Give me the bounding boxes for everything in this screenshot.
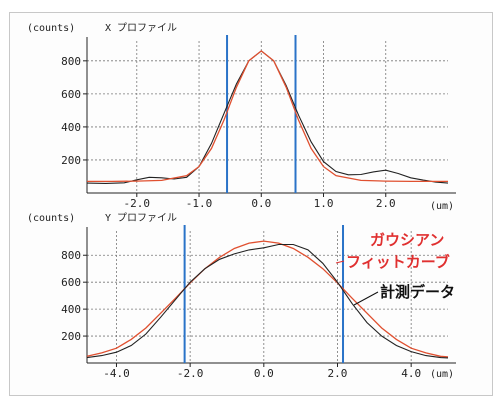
- chart-panel-1: (counts) X プロファイル -2.0 -1.0 0.0 1.0 2.0 200 400 6…: [27, 22, 456, 212]
- x-tick-label: -1.0: [186, 197, 213, 210]
- y-tick-label: 200: [61, 330, 81, 343]
- y-axis-unit-label: (counts): [27, 23, 75, 34]
- chart-panel-2: (counts) Y プロファイル -4.0 -2.0 0.0 2.0 4.0 200 400 6…: [27, 212, 456, 380]
- y-tick-label: 800: [61, 249, 81, 262]
- chart-title: X プロファイル: [105, 22, 177, 34]
- x-tick-label: 2.0: [328, 367, 348, 380]
- y-tick-label: 800: [61, 55, 81, 68]
- series-line-2: [86, 243, 449, 359]
- x-axis-unit-label: (um): [430, 201, 454, 212]
- x-tick-label: -2.0: [124, 197, 151, 210]
- y-tick-label: 200: [61, 154, 81, 167]
- x-tick-label: 1.0: [314, 197, 334, 210]
- figure-frame: (counts) X プロファイル -2.0 -1.0 0.0 1.0 2.0 200 400 6…: [9, 12, 493, 396]
- series-line-2: [87, 50, 448, 183]
- profile-charts: (counts) X プロファイル -2.0 -1.0 0.0 1.0 2.0 200 400 6…: [27, 22, 456, 380]
- gaussian-fit-label-line2: フィットカーブ: [346, 253, 450, 271]
- y-tick-label: 600: [61, 88, 81, 101]
- x-tick-label: 4.0: [401, 367, 421, 380]
- x-tick-label: 0.0: [251, 197, 271, 210]
- x-tick-label: 0.0: [254, 367, 274, 380]
- y-tick-label: 400: [61, 303, 81, 316]
- x-tick-label: -2.0: [177, 367, 204, 380]
- y-tick-label: 600: [61, 276, 81, 289]
- chart-title: Y プロファイル: [105, 212, 177, 224]
- y-tick-label: 400: [61, 121, 81, 134]
- x-tick-label: 2.0: [376, 197, 396, 210]
- gaussian-fit-label-line1: ガウシアン: [370, 231, 444, 249]
- series-line-1: [86, 50, 449, 184]
- x-tick-label: -4.0: [103, 367, 130, 380]
- measured-data-label: 計測データ: [380, 283, 455, 301]
- x-axis-unit-label: (um): [430, 369, 454, 380]
- gaussian-leader: [335, 260, 345, 264]
- measured-leader: [353, 291, 379, 306]
- y-axis-unit-label: (counts): [27, 213, 75, 224]
- series-line-1: [86, 240, 449, 358]
